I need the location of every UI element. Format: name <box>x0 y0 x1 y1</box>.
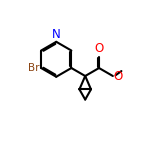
Text: O: O <box>94 42 104 55</box>
Text: Br: Br <box>28 63 39 73</box>
Text: O: O <box>114 69 123 83</box>
Text: N: N <box>52 28 61 41</box>
